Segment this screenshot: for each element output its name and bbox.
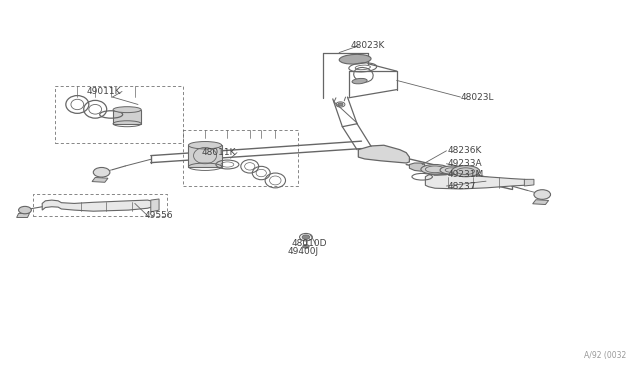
Ellipse shape <box>452 166 479 177</box>
Text: 48236K: 48236K <box>448 146 482 155</box>
Text: 49233A: 49233A <box>448 159 483 168</box>
Circle shape <box>302 235 310 239</box>
Text: 48237: 48237 <box>448 182 476 190</box>
Polygon shape <box>532 200 548 205</box>
Ellipse shape <box>352 78 367 84</box>
Text: 49400J: 49400J <box>287 247 319 256</box>
Circle shape <box>303 244 309 248</box>
Ellipse shape <box>440 166 463 174</box>
Ellipse shape <box>113 107 141 113</box>
Polygon shape <box>113 110 141 124</box>
Text: 49231M: 49231M <box>448 170 484 179</box>
Text: 49011K: 49011K <box>87 87 122 96</box>
Circle shape <box>93 167 110 177</box>
Polygon shape <box>42 200 154 211</box>
Text: 48023K: 48023K <box>351 41 385 51</box>
Polygon shape <box>17 214 29 218</box>
Text: 48011K: 48011K <box>202 148 236 157</box>
Text: 48023L: 48023L <box>461 93 494 102</box>
Polygon shape <box>358 145 410 163</box>
Circle shape <box>338 103 343 106</box>
Polygon shape <box>151 199 159 212</box>
Ellipse shape <box>339 54 371 64</box>
Circle shape <box>19 206 31 214</box>
Polygon shape <box>426 174 528 189</box>
Polygon shape <box>410 163 425 171</box>
Ellipse shape <box>421 164 449 174</box>
Ellipse shape <box>188 141 221 149</box>
Text: 48010D: 48010D <box>291 239 327 248</box>
Polygon shape <box>524 179 534 186</box>
Circle shape <box>534 190 550 199</box>
Polygon shape <box>188 145 221 167</box>
Polygon shape <box>92 177 108 182</box>
Text: A/92 (0032: A/92 (0032 <box>584 351 627 360</box>
Text: 49556: 49556 <box>145 211 173 220</box>
